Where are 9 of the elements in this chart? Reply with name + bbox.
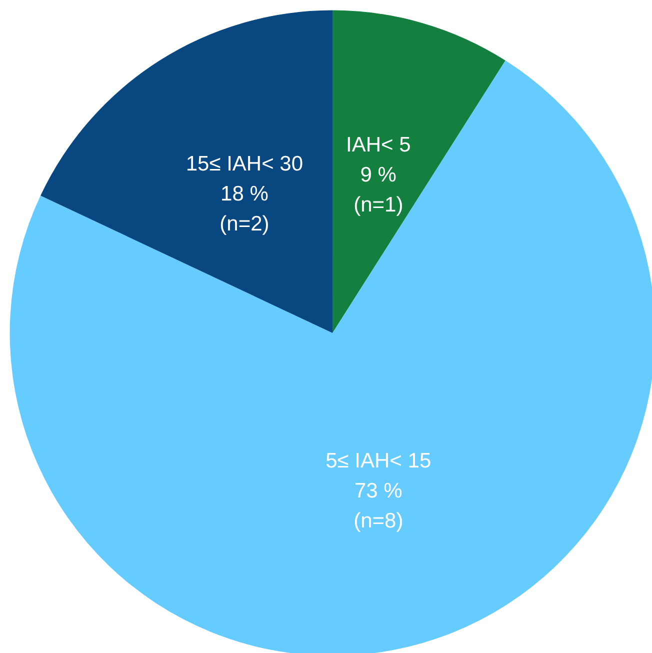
slice-label: IAH< 5 bbox=[346, 134, 411, 157]
text: (n=8) bbox=[354, 509, 404, 532]
slice-label: 15≤ IAH< 30 bbox=[186, 152, 304, 176]
data-label: 9 % bbox=[360, 164, 396, 187]
slice-label: 5≤ IAH< 15 bbox=[326, 449, 432, 472]
data-label: 18 % bbox=[220, 182, 268, 206]
data-label: 73 % bbox=[354, 479, 402, 502]
text: (n=2) bbox=[220, 212, 270, 236]
text: (n=1) bbox=[354, 194, 404, 217]
